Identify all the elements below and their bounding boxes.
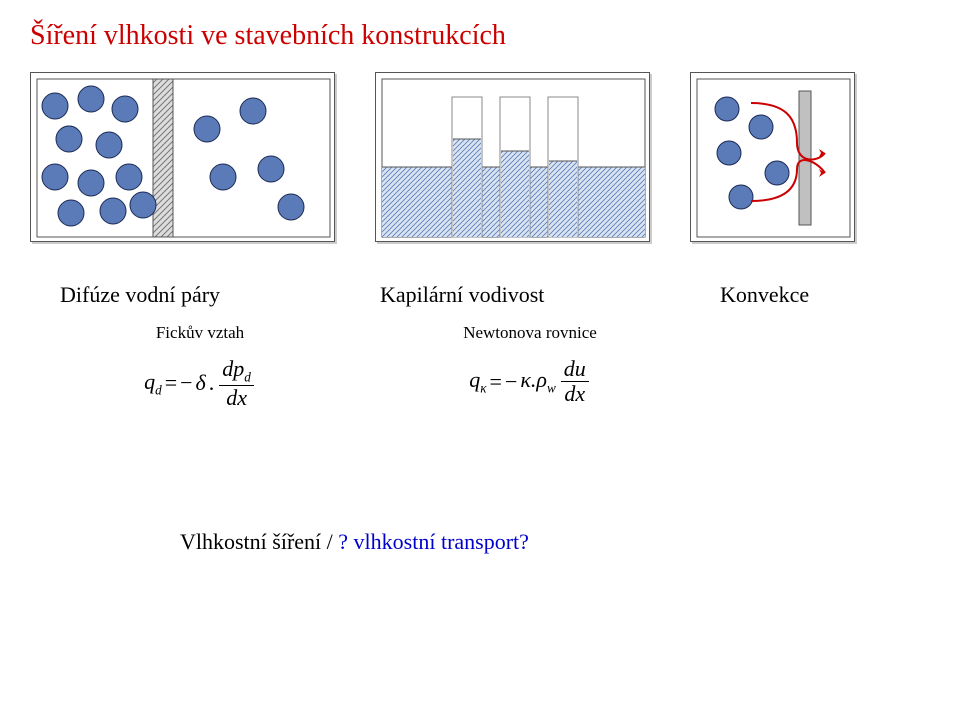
newton-label: Newtonova rovnice xyxy=(390,323,670,343)
footer-sep: / xyxy=(321,529,338,554)
convection-label: Konvekce xyxy=(720,282,880,308)
diffusion-svg xyxy=(31,73,336,243)
label-row: Difúze vodní páry Kapilární vodivost Kon… xyxy=(30,282,930,308)
capillary-diagram xyxy=(375,72,650,242)
diagram-row xyxy=(30,72,930,242)
diffusion-formula-col: Fickův vztah qd = − δ. dpd dx xyxy=(60,323,340,409)
capillary-formula-col: Newtonova rovnice qκ = − κ.ρw du dx xyxy=(390,323,670,409)
formula-row: Fickův vztah qd = − δ. dpd dx Newtonova … xyxy=(30,323,930,409)
footer-key: Vlhkostní šíření xyxy=(180,529,321,554)
capillary-svg xyxy=(376,73,651,243)
capillary-label: Kapilární vodivost xyxy=(380,282,640,308)
newton-equation: qκ = − κ.ρw du dx xyxy=(390,358,670,405)
diffusion-diagram xyxy=(30,72,335,242)
fick-label: Fickův vztah xyxy=(60,323,340,343)
diffusion-label: Difúze vodní páry xyxy=(60,282,320,308)
convection-diagram xyxy=(690,72,855,242)
convection-svg xyxy=(691,73,856,243)
page-title: Šíření vlhkosti ve stavebních konstrukcí… xyxy=(30,20,930,52)
footer-question: ? vlhkostní transport? xyxy=(338,529,529,554)
fick-equation: qd = − δ. dpd dx xyxy=(60,358,340,409)
footer: Vlhkostní šíření / ? vlhkostní transport… xyxy=(30,529,930,555)
